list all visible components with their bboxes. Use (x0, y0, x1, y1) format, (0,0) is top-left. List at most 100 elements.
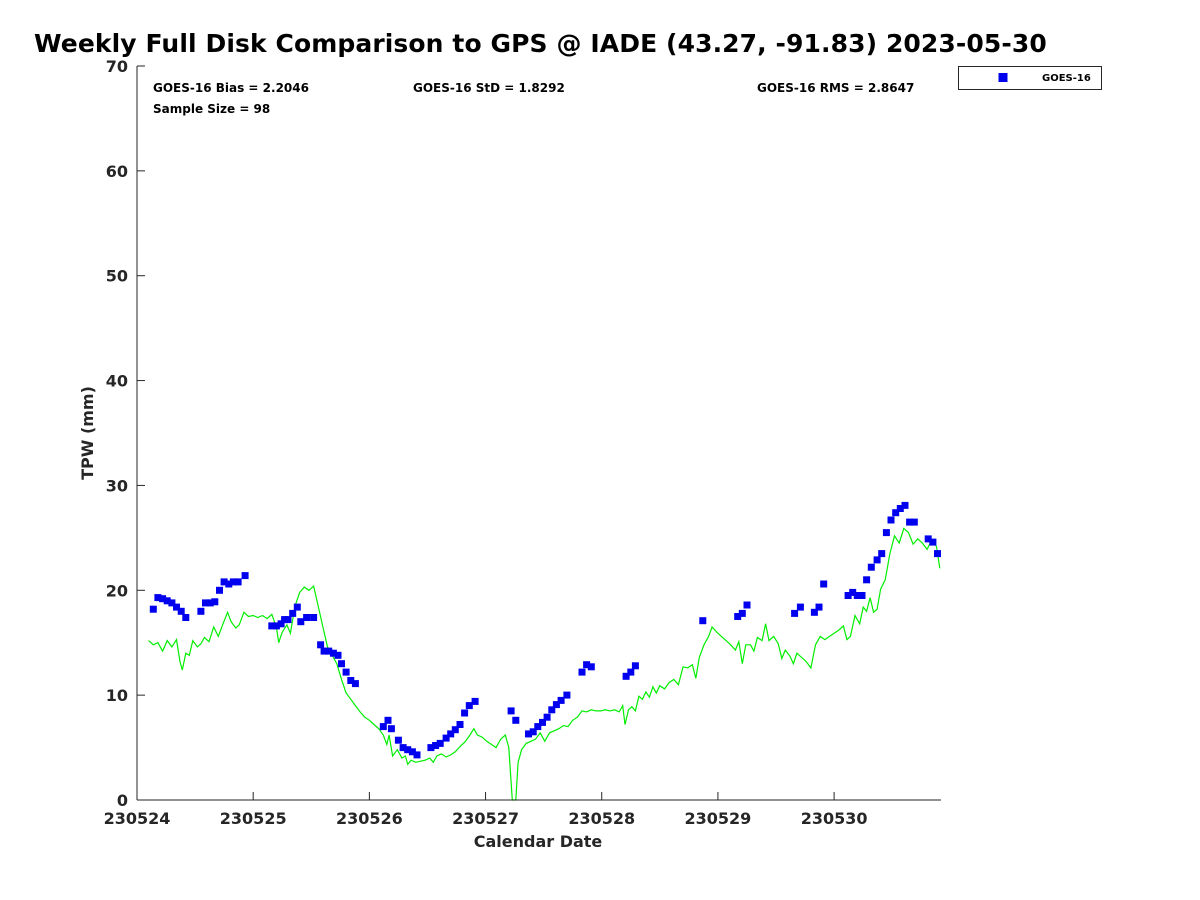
goes16-point-63 (552, 701, 560, 709)
goes16-point-31 (329, 649, 337, 657)
goes16-point-35 (347, 677, 355, 684)
goes16-point-95 (910, 518, 918, 526)
goes16-point-26 (303, 614, 311, 621)
goes16-point-92 (896, 505, 904, 512)
goes16-point-25 (297, 618, 305, 626)
goes16-point-88 (878, 550, 886, 558)
goes16-point-52 (461, 709, 469, 717)
x-tick-label-4: 230528 (568, 809, 635, 828)
goes16-point-97 (929, 538, 937, 546)
goes16-point-80 (820, 580, 828, 588)
goes16-point-75 (743, 601, 751, 609)
goes16-point-67 (583, 661, 591, 669)
goes16-point-12 (216, 586, 223, 594)
std-stat: GOES-16 StD = 1.8292 (413, 81, 565, 95)
y-tick-label-5: 50 (106, 267, 128, 286)
goes16-point-74 (738, 609, 746, 617)
goes16-point-98 (934, 550, 941, 558)
y-tick-label-4: 40 (106, 372, 128, 391)
goes16-point-61 (543, 713, 551, 721)
goes16-point-36 (351, 680, 359, 688)
goes16-point-55 (507, 707, 515, 715)
goes16-point-94 (906, 518, 914, 526)
goes16-point-27 (310, 614, 318, 621)
goes16-point-76 (791, 609, 799, 617)
legend: GOES-16 (958, 66, 1102, 90)
goes16-point-20 (277, 620, 285, 628)
goes16-point-28 (317, 641, 325, 649)
goes16-point-6 (177, 607, 185, 615)
goes16-point-70 (627, 668, 635, 676)
goes16-point-16 (234, 578, 242, 586)
goes16-point-47 (436, 739, 444, 747)
goes16-point-9 (202, 599, 209, 607)
goes16-point-5 (173, 603, 180, 611)
goes16-point-65 (563, 691, 571, 699)
stats-annotations: GOES-16 Bias = 2.2046 GOES-16 StD = 1.82… (153, 81, 914, 116)
chart-title: Weekly Full Disk Comparison to GPS @ IAD… (34, 29, 1047, 58)
goes16-point-53 (465, 702, 473, 710)
goes16-point-45 (427, 744, 435, 752)
goes16-point-10 (206, 599, 214, 607)
y-tick-label-0: 0 (117, 791, 128, 810)
goes16-point-54 (471, 697, 479, 705)
goes16-point-3 (163, 597, 171, 605)
goes16-point-90 (887, 516, 895, 524)
x-tick-label-0: 230524 (104, 809, 171, 828)
legend-label-goes16: GOES-16 (1042, 73, 1091, 84)
goes16-point-43 (408, 748, 416, 756)
goes16-point-8 (197, 607, 205, 615)
goes16-point-22 (284, 616, 292, 624)
goes16-point-32 (334, 651, 342, 659)
goes16-point-71 (631, 662, 639, 670)
goes16-point-58 (529, 728, 537, 736)
goes16-point-85 (863, 576, 871, 584)
x-tick-label-5: 230529 (685, 809, 752, 828)
goes16-point-83 (853, 592, 861, 599)
goes16-point-59 (534, 723, 542, 731)
goes16-point-87 (873, 556, 881, 564)
goes16-point-96 (924, 535, 932, 543)
goes16-point-86 (867, 563, 875, 571)
goes16-point-23 (289, 609, 297, 617)
x-tick-label-1: 230525 (220, 809, 287, 828)
goes16-point-57 (525, 730, 532, 738)
y-tick-label-2: 20 (106, 581, 128, 600)
goes16-point-72 (699, 617, 707, 625)
goes16-point-14 (225, 580, 233, 588)
goes16-point-13 (220, 578, 228, 586)
goes16-point-46 (432, 742, 440, 749)
legend-marker-goes16 (998, 73, 1008, 82)
goes16-point-39 (387, 725, 395, 733)
goes16-point-24 (293, 603, 301, 611)
goes16-point-19 (272, 622, 280, 630)
goes16-point-89 (882, 529, 890, 537)
goes16-point-30 (325, 647, 333, 655)
goes16-point-15 (229, 578, 237, 586)
x-tick-label-3: 230527 (452, 809, 519, 828)
gps-tpw-line (148, 527, 941, 801)
goes16-point-81 (844, 592, 852, 599)
goes16-point-11 (211, 598, 219, 606)
goes16-point-91 (892, 509, 900, 517)
x-tick-label-2: 230526 (336, 809, 403, 828)
goes16-point-34 (342, 668, 350, 676)
goes16-point-40 (394, 736, 402, 744)
goes16-point-17 (241, 572, 249, 580)
goes16-point-42 (404, 746, 412, 754)
goes16-point-73 (734, 613, 742, 620)
goes16-point-79 (815, 603, 823, 611)
y-tick-label-3: 30 (106, 476, 128, 495)
goes16-point-64 (557, 696, 565, 704)
goes16-point-78 (810, 608, 818, 616)
sample-size-stat: Sample Size = 98 (153, 102, 270, 116)
goes16-point-66 (578, 668, 586, 676)
goes16-point-2 (159, 595, 167, 603)
goes16-point-82 (849, 588, 857, 596)
y-tick-label-6: 60 (106, 162, 128, 181)
goes16-point-50 (451, 726, 459, 734)
goes16-point-1 (154, 594, 162, 602)
goes16-point-48 (442, 734, 450, 742)
goes16-point-7 (182, 614, 190, 621)
goes16-point-18 (268, 622, 276, 630)
